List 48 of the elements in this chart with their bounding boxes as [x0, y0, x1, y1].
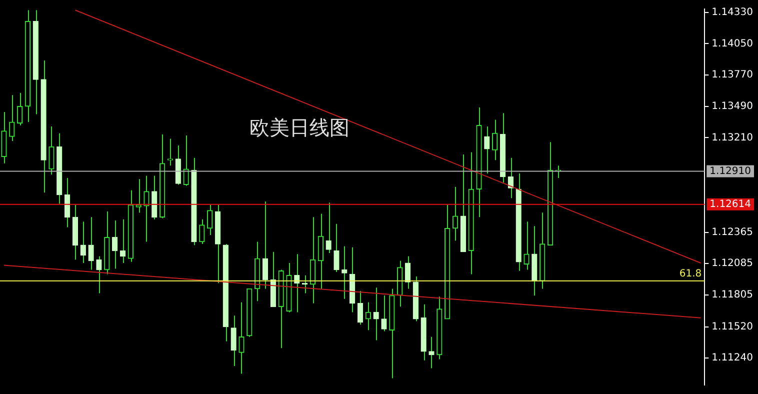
candlestick [96, 256, 102, 294]
ref-line-label: 1.12614 [710, 198, 752, 210]
candlestick [492, 119, 498, 161]
candlestick [326, 202, 332, 254]
candlestick [404, 256, 411, 290]
candlestick [183, 134, 189, 186]
candlestick [175, 145, 181, 186]
y-tick-label: 1.11240 [712, 352, 754, 364]
candlestick [144, 175, 150, 242]
y-tick-label: 1.12085 [712, 258, 754, 270]
y-tick-label: 1.14050 [712, 38, 754, 50]
candlestick [484, 126, 490, 174]
candlestick [238, 302, 244, 374]
candlestick [48, 126, 54, 176]
text: 欧美日线图 [249, 116, 350, 140]
candlestick [373, 287, 379, 341]
candlestick [167, 138, 174, 166]
candlestick [365, 302, 371, 331]
candlestick [230, 315, 236, 366]
annotation: 61.8 [679, 268, 702, 280]
candlestick [64, 177, 70, 228]
y-tick-label: 1.12365 [712, 226, 754, 238]
ref-line-label: 1.12910 [710, 166, 752, 177]
y-tick-label: 1.13770 [712, 70, 754, 81]
candlestick [88, 216, 94, 270]
candlestick [524, 221, 530, 270]
candlestick [9, 94, 15, 142]
candlestick [16, 92, 23, 126]
candlestick [357, 290, 364, 326]
y-tick-label: 1.14330 [712, 6, 754, 18]
y-tick-label: 1.11520 [712, 321, 754, 332]
candlestick [310, 216, 316, 304]
candlestick [206, 204, 213, 236]
y-tick-label: 1.13490 [712, 100, 754, 112]
candlestick [452, 186, 458, 242]
candlestick [199, 218, 205, 244]
candlestick [262, 200, 268, 290]
candlestick [334, 223, 340, 272]
candlestick [428, 336, 434, 369]
candlestick [342, 246, 348, 300]
candlestick [318, 213, 324, 290]
candlestick [136, 178, 142, 214]
candlestick [112, 220, 118, 270]
y-tick-label: 1.11805 [712, 290, 754, 301]
candlestick [120, 218, 126, 264]
y-tick-label: 1.13210 [712, 132, 754, 144]
candlestick [381, 294, 387, 332]
candlestick [80, 221, 86, 264]
